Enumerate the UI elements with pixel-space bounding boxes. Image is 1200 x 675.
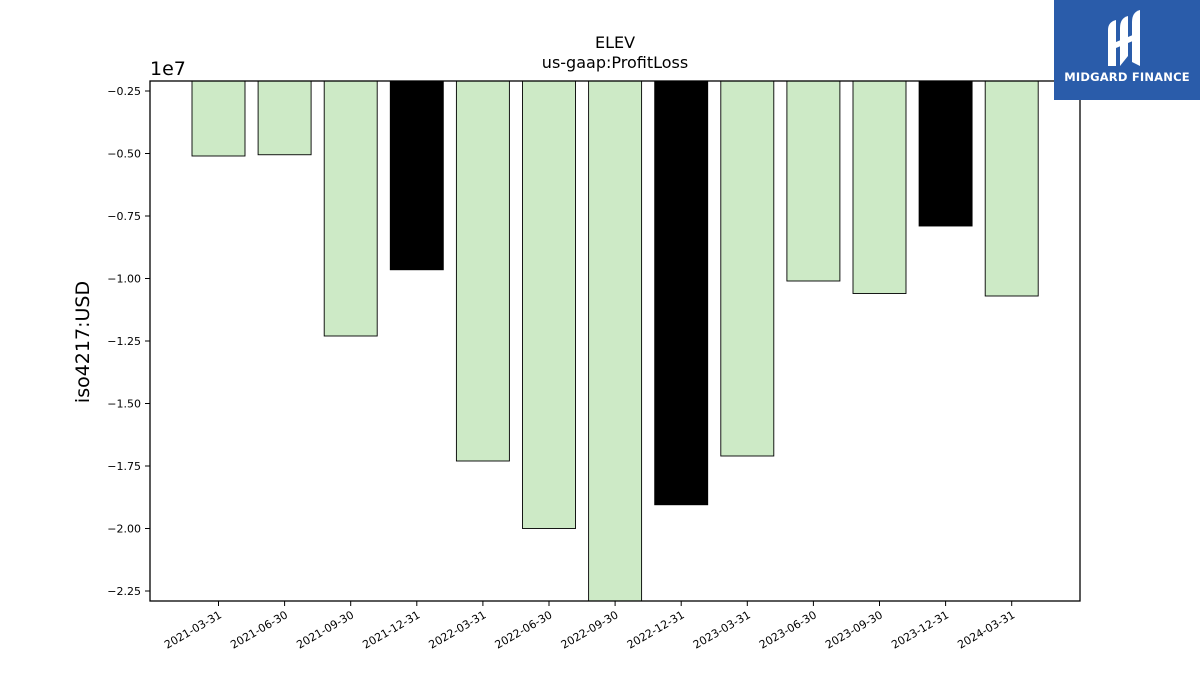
y-tick-label: −1.25	[107, 335, 141, 348]
bar-2023-06-30	[786, 80, 841, 282]
y-tick-label: −0.50	[107, 148, 141, 161]
y-tick-label: −1.75	[107, 460, 141, 473]
logo-text: MIDGARD FINANCE	[1064, 70, 1190, 84]
x-tick-label: 2021-09-30	[294, 608, 356, 651]
x-tick-label: 2022-09-30	[559, 608, 621, 651]
y-axis-label: iso4217:USD	[72, 281, 94, 403]
bar-2021-09-30	[323, 80, 378, 337]
y-axis-offset-label: 1e7	[150, 58, 186, 80]
bar-2022-03-31	[455, 80, 510, 462]
x-tick-label: 2023-03-31	[691, 608, 753, 651]
bar-2022-12-31	[654, 80, 709, 506]
x-tick-label: 2021-06-30	[228, 608, 290, 651]
y-tick-label: −1.00	[107, 273, 141, 286]
x-axis: 2021-03-31 2021-06-30 2021-09-30 2021-12-31…	[162, 601, 1017, 652]
y-tick-label: −2.25	[107, 585, 141, 598]
bars-group	[191, 80, 1039, 602]
bar-2022-09-30	[588, 80, 643, 602]
x-tick-label: 2023-09-30	[823, 608, 885, 651]
x-tick-label: 2023-06-30	[757, 608, 819, 651]
y-tick-label: −0.25	[107, 85, 141, 98]
bar-2021-12-31	[389, 80, 444, 271]
bar-2023-03-31	[720, 80, 775, 457]
chart-subtitle: us-gaap:ProfitLoss	[542, 53, 688, 72]
midgard-finance-logo: MIDGARD FINANCE	[1054, 0, 1200, 100]
bar-2022-06-30	[522, 80, 576, 529]
bar-2023-12-31	[918, 80, 973, 227]
plot-frame	[149, 80, 1081, 602]
y-tick-label: −0.75	[107, 210, 141, 223]
x-tick-label: 2021-03-31	[162, 608, 224, 651]
bar-2024-03-31	[984, 80, 1039, 297]
x-tick-label: 2022-12-31	[625, 608, 687, 651]
y-tick-label: −2.00	[107, 523, 141, 536]
x-tick-label: 2021-12-31	[360, 608, 422, 651]
chart-title: ELEV	[595, 33, 635, 52]
x-tick-label: 2024-03-31	[955, 608, 1017, 651]
midgard-logo-icon	[1108, 10, 1140, 66]
bar-2021-06-30	[257, 80, 312, 156]
bar-2021-03-31	[191, 80, 246, 157]
bar-2023-09-30	[852, 80, 907, 294]
y-axis: −0.25 −0.50 −0.75 −1.00 −1.25 −1.50 −1.75 −2.00…	[107, 85, 150, 598]
x-tick-label: 2022-03-31	[427, 608, 489, 651]
x-tick-label: 2022-06-30	[493, 608, 555, 651]
x-tick-label: 2023-12-31	[889, 608, 951, 651]
y-tick-label: −1.50	[107, 398, 141, 411]
